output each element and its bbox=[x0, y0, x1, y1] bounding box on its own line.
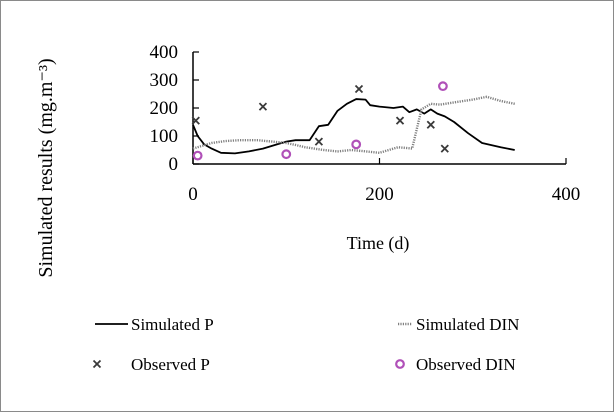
observed-p-point bbox=[314, 137, 324, 146]
observed-p-point bbox=[440, 144, 449, 153]
legend: Simulated P Simulated DIN Observed P Observ… bbox=[92, 315, 519, 374]
x-axis-label: Time (d) bbox=[347, 233, 410, 254]
legend-item-simulated-din: Simulated DIN bbox=[398, 315, 519, 334]
marker-stroke bbox=[395, 116, 405, 125]
legend-swatch-observed-din bbox=[395, 359, 405, 369]
legend-item-observed-din: Observed DIN bbox=[395, 355, 516, 374]
y-axis-label: Simulated results (mg.m⁻³) bbox=[35, 58, 57, 277]
observed-din-point bbox=[438, 81, 448, 92]
y-tick-label: 300 bbox=[150, 70, 179, 91]
observed-p-point bbox=[354, 84, 364, 94]
observed-din-point bbox=[351, 139, 362, 150]
marker-stroke bbox=[314, 137, 324, 146]
y-tick-label: 400 bbox=[150, 42, 179, 63]
y-tick-label: 0 bbox=[169, 154, 179, 175]
legend-item-simulated-p: Simulated P bbox=[95, 315, 214, 334]
x-tick-label: 400 bbox=[552, 184, 581, 205]
legend-swatch-observed-p bbox=[92, 359, 102, 369]
marker-stroke bbox=[92, 359, 102, 369]
legend-item-observed-p: Observed P bbox=[92, 355, 210, 374]
x-tick-label: 0 bbox=[188, 184, 198, 205]
observed-din-point bbox=[192, 150, 203, 161]
observed-p-point bbox=[426, 120, 435, 129]
y-tick-label: 200 bbox=[150, 98, 179, 119]
legend-label-simulated-p: Simulated P bbox=[131, 315, 214, 334]
marker-stroke bbox=[191, 116, 200, 125]
marker-stroke bbox=[258, 102, 268, 111]
plot-area bbox=[191, 81, 515, 161]
legend-label-observed-din: Observed DIN bbox=[416, 355, 516, 374]
marker-stroke bbox=[440, 144, 449, 153]
simulated-din-line bbox=[192, 95, 515, 155]
axes: 0 100 200 300 400 0 200 400 bbox=[150, 42, 581, 205]
x-tick-label: 200 bbox=[365, 184, 394, 205]
marker-stroke bbox=[426, 120, 435, 129]
y-tick-label: 100 bbox=[150, 126, 179, 147]
observed-p-point bbox=[258, 102, 268, 111]
observed-p-point bbox=[191, 116, 200, 125]
simulated-p-line bbox=[192, 98, 515, 155]
observed-p-point bbox=[395, 116, 405, 125]
marker-stroke bbox=[354, 84, 364, 94]
legend-label-simulated-din: Simulated DIN bbox=[416, 315, 519, 334]
observed-din-point bbox=[281, 149, 292, 160]
legend-label-observed-p: Observed P bbox=[131, 355, 210, 374]
